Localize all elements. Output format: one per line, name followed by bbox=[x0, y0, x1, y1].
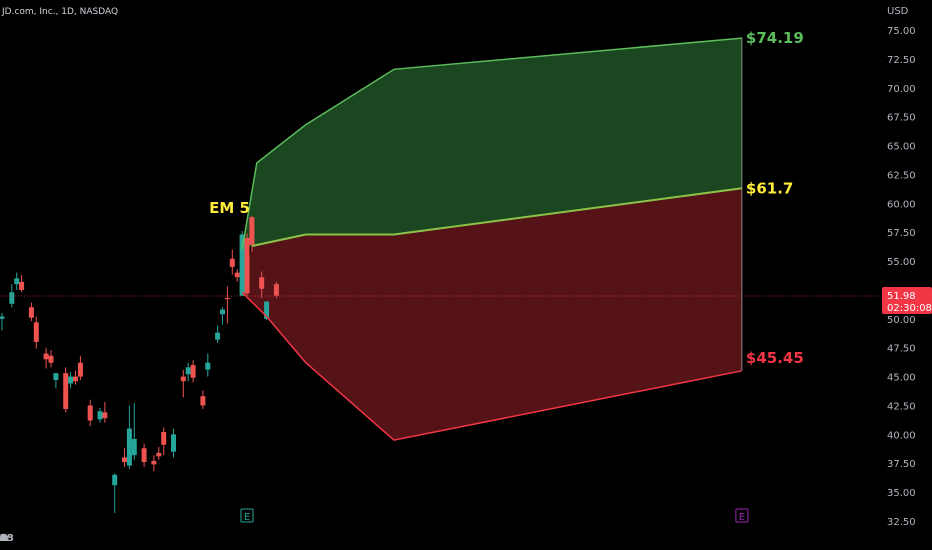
candle-body[interactable] bbox=[171, 434, 176, 452]
currency-label: USD bbox=[887, 6, 909, 17]
y-tick-label: 65.00 bbox=[887, 142, 916, 153]
candle-body[interactable] bbox=[19, 281, 25, 290]
candle-body[interactable] bbox=[185, 367, 191, 375]
x-tick-label: 2023 bbox=[0, 533, 14, 544]
y-tick-label: 42.50 bbox=[887, 401, 916, 412]
mid-price-label: $61.7 bbox=[746, 179, 793, 197]
y-tick-label: 72.50 bbox=[887, 55, 916, 66]
candle-body[interactable] bbox=[63, 373, 69, 409]
candle-body[interactable] bbox=[102, 412, 108, 419]
y-tick-label: 62.50 bbox=[887, 170, 916, 181]
candle-body[interactable] bbox=[229, 258, 235, 267]
candle-body[interactable] bbox=[151, 460, 157, 465]
candle-body[interactable] bbox=[122, 457, 127, 463]
candle-body[interactable] bbox=[259, 277, 265, 289]
current-price-badge bbox=[882, 286, 932, 314]
candle-body[interactable] bbox=[73, 376, 78, 382]
x-tick-label: Dec bbox=[0, 533, 10, 544]
x-tick-label: 20 bbox=[0, 533, 6, 544]
earnings-event-marker[interactable] bbox=[735, 508, 749, 523]
candle-body[interactable] bbox=[239, 234, 245, 296]
lower-range-line bbox=[241, 291, 743, 441]
candle-body[interactable] bbox=[97, 411, 103, 420]
candle-body[interactable] bbox=[131, 438, 137, 456]
earnings-event-letter: E bbox=[244, 512, 250, 523]
lower-range-fill bbox=[242, 188, 742, 441]
candle-body[interactable] bbox=[215, 332, 221, 340]
candle-body[interactable] bbox=[126, 428, 132, 466]
candle-body[interactable] bbox=[224, 298, 230, 300]
candle-body[interactable] bbox=[87, 405, 93, 421]
candle-body[interactable] bbox=[33, 322, 39, 342]
candle-body[interactable] bbox=[28, 307, 34, 318]
em-label: EM 5 bbox=[209, 199, 250, 217]
current-price-value: 51.98 bbox=[887, 291, 916, 302]
y-tick-label: 75.00 bbox=[887, 26, 916, 37]
candle-body[interactable] bbox=[0, 316, 5, 319]
upper-range-line bbox=[241, 37, 742, 250]
candle-body[interactable] bbox=[156, 452, 162, 457]
candle-body[interactable] bbox=[14, 278, 20, 285]
candle-body[interactable] bbox=[190, 365, 196, 378]
candle-body[interactable] bbox=[43, 353, 49, 360]
y-tick-label: 45.00 bbox=[887, 373, 916, 384]
candle-body[interactable] bbox=[48, 355, 54, 363]
candle-body[interactable] bbox=[180, 376, 186, 382]
upper-price-label: $74.19 bbox=[746, 29, 804, 47]
mid-range-line bbox=[251, 187, 743, 247]
upper-range-fill bbox=[242, 38, 742, 250]
y-tick-label: 50.00 bbox=[887, 315, 916, 326]
y-tick-label: 37.50 bbox=[887, 459, 916, 470]
y-tick-label: 57.50 bbox=[887, 228, 916, 239]
x-tick-label: 14 bbox=[0, 533, 6, 544]
candle-body[interactable] bbox=[249, 217, 255, 245]
candle-body[interactable] bbox=[205, 362, 211, 370]
candle-body[interactable] bbox=[141, 448, 147, 463]
y-tick-label: 47.50 bbox=[887, 344, 916, 355]
x-tick-label: 17 bbox=[0, 533, 6, 544]
candle-body[interactable] bbox=[244, 237, 250, 294]
candle-body[interactable] bbox=[220, 309, 225, 315]
candle-body[interactable] bbox=[200, 396, 206, 406]
y-tick-label: 32.50 bbox=[887, 517, 916, 528]
y-tick-label: 60.00 bbox=[887, 199, 916, 210]
x-tick-label: 19 bbox=[0, 533, 6, 544]
candle-body[interactable] bbox=[234, 272, 240, 278]
y-tick-label: 67.50 bbox=[887, 113, 916, 124]
candle-body[interactable] bbox=[77, 362, 83, 377]
candle-body[interactable] bbox=[264, 301, 270, 319]
x-tick-label: Feb bbox=[0, 533, 9, 544]
earnings-event-letter: E bbox=[739, 512, 745, 523]
y-tick-label: 40.00 bbox=[887, 430, 916, 441]
x-tick-label: 17 bbox=[0, 533, 6, 544]
candle-body[interactable] bbox=[112, 474, 118, 486]
candle-body[interactable] bbox=[161, 432, 167, 445]
current-price-countdown: 02:30:08 bbox=[887, 303, 932, 314]
x-tick-label: Nov bbox=[0, 533, 10, 544]
lower-price-label: $45.45 bbox=[746, 349, 804, 367]
x-tick-label: Oct bbox=[0, 533, 9, 544]
candle-body[interactable] bbox=[53, 373, 59, 381]
candle-body[interactable] bbox=[273, 284, 279, 296]
candle-body[interactable] bbox=[68, 376, 74, 384]
earnings-event-marker[interactable] bbox=[240, 508, 254, 523]
candle-body[interactable] bbox=[9, 292, 15, 304]
x-tick-label: Mar bbox=[0, 533, 10, 544]
chart-title: JD.com, Inc., 1D, NASDAQ bbox=[1, 7, 118, 17]
x-tick-label: 14 bbox=[0, 533, 6, 544]
y-tick-label: 70.00 bbox=[887, 84, 916, 95]
y-tick-label: 55.00 bbox=[887, 257, 916, 268]
y-tick-label: 35.00 bbox=[887, 488, 916, 499]
